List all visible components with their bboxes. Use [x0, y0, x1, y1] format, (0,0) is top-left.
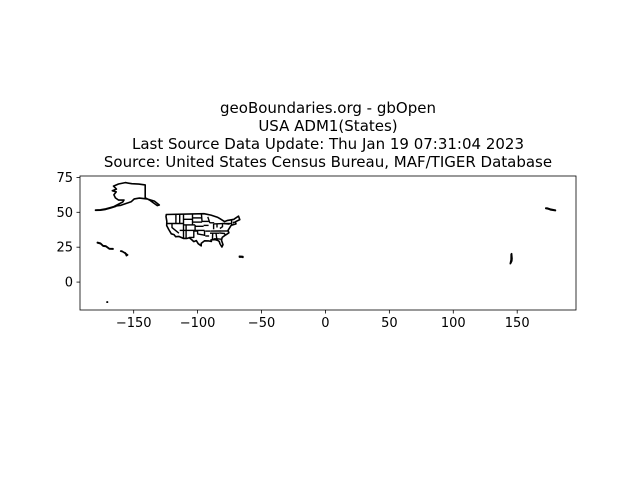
y-tick-label: 50 — [56, 206, 73, 221]
x-tick-label: −50 — [248, 316, 275, 331]
y-axis: 0 25 50 75 — [56, 171, 80, 291]
region-outline-5 — [238, 255, 244, 259]
x-tick-label: 50 — [381, 316, 398, 331]
region-outline-3 — [94, 205, 117, 212]
region-outline-4 — [119, 250, 129, 257]
region-outline-9 — [96, 241, 114, 250]
x-tick-label: 0 — [321, 316, 329, 331]
state-border-17 — [193, 230, 205, 236]
boundary-layer — [94, 181, 557, 304]
y-tick-label: 75 — [56, 171, 73, 186]
region-outline-6 — [509, 252, 513, 265]
y-tick-label: 25 — [56, 241, 73, 256]
state-border-3 — [171, 223, 180, 234]
region-outline-1 — [165, 212, 241, 248]
x-tick-label: 150 — [505, 316, 530, 331]
state-border-34 — [219, 232, 226, 236]
x-tick-label: −100 — [180, 316, 216, 331]
region-outline-2 — [111, 181, 161, 207]
axes-frame — [79, 175, 577, 311]
figure-title-line-2: USA ADM1(States) — [258, 117, 398, 135]
x-axis: −150 −100 −50 0 50 100 150 — [116, 310, 530, 331]
state-border-18 — [200, 213, 203, 223]
figure-title-line-3: Last Source Data Update: Thu Jan 19 07:3… — [131, 135, 525, 153]
state-border-35 — [219, 223, 224, 230]
state-border-24 — [207, 216, 211, 224]
figure-title-line-4: Source: United States Census Bureau, MAF… — [103, 153, 553, 171]
state-border-12 — [189, 230, 195, 239]
x-tick-label: −150 — [116, 316, 152, 331]
region-outline-7 — [544, 207, 557, 212]
state-border-32 — [213, 233, 218, 240]
x-tick-label: 100 — [441, 316, 466, 331]
figure-title-line-1: geoBoundaries.org - gbOpen — [220, 99, 436, 117]
y-tick-label: 0 — [65, 276, 73, 291]
